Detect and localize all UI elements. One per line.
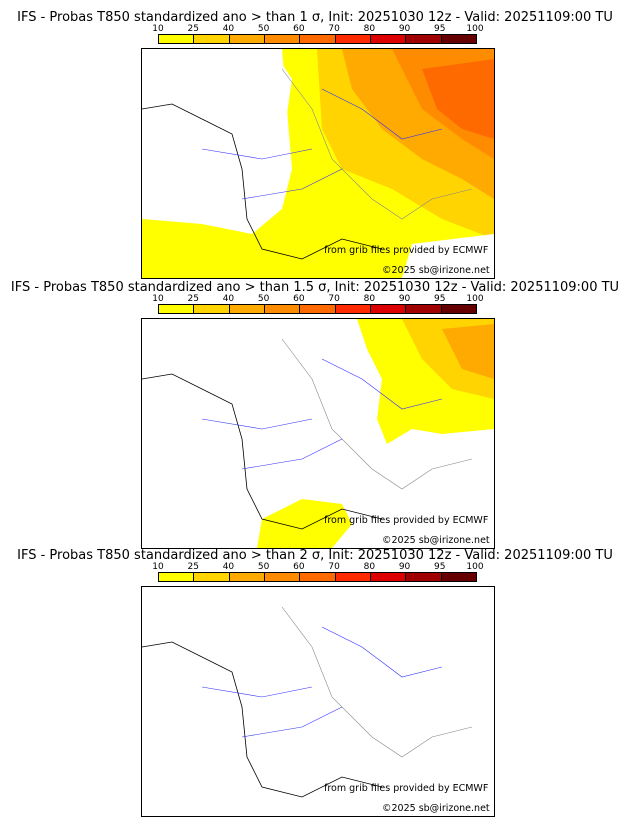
colorbar <box>158 304 477 314</box>
colorbar-segment <box>229 573 265 581</box>
colorbar-segment <box>264 573 301 581</box>
map-shading <box>142 49 494 278</box>
colorbar-tick-label: 90 <box>398 562 411 572</box>
colorbar-tick-label: 40 <box>222 294 235 304</box>
colorbar-ticks: 10 25 40 50 60 70 80 90 95 100 <box>148 562 488 572</box>
colorbar-tick-label: 70 <box>328 24 340 34</box>
colorbar <box>158 34 477 44</box>
colorbar-tick-label: 25 <box>187 294 199 304</box>
copyright: ©2025 sb@irizone.net <box>382 535 490 546</box>
colorbar-tick-label: 50 <box>257 562 270 572</box>
colorbar-segment <box>159 305 195 313</box>
colorbar-segment <box>264 35 301 43</box>
colorbar-tick-label: 40 <box>222 24 235 34</box>
colorbar-tick-label: 40 <box>222 562 235 572</box>
colorbar-tick-label: 10 <box>152 562 164 572</box>
panel-1-5-sigma: IFS - Probas T850 standardized ano > tha… <box>0 270 630 549</box>
colorbar-segment <box>300 35 336 43</box>
colorbar-tick-label: 90 <box>398 294 411 304</box>
colorbar-segment <box>370 305 407 313</box>
colorbar-tick-label: 100 <box>466 24 484 34</box>
probability-map: from grib files provided by ECMWF ©2025 … <box>141 48 495 279</box>
colorbar-segment <box>194 573 230 581</box>
colorbar-tick-label: 25 <box>187 562 199 572</box>
panel-title: IFS - Probas T850 standardized ano > tha… <box>10 280 620 295</box>
colorbar-segment <box>406 305 442 313</box>
colorbar-segment <box>300 305 336 313</box>
probability-map: from grib files provided by ECMWF ©2025 … <box>141 586 495 817</box>
colorbar-tick-label: 95 <box>434 562 446 572</box>
coastlines-borders <box>142 338 473 530</box>
colorbar-tick-label: 80 <box>363 562 376 572</box>
coastlines-borders <box>142 68 473 260</box>
coastlines-borders <box>142 606 473 798</box>
colorbar-tick-label: 100 <box>466 562 484 572</box>
map-shading <box>257 319 494 548</box>
colorbar-segment <box>229 305 265 313</box>
colorbar-segment <box>264 305 301 313</box>
colorbar-tick-label: 80 <box>363 24 376 34</box>
colorbar <box>158 572 477 582</box>
source-credit: from grib files provided by ECMWF <box>324 515 489 526</box>
colorbar-segment <box>335 573 371 581</box>
colorbar-tick-label: 70 <box>328 294 340 304</box>
colorbar-tick-label: 80 <box>363 294 376 304</box>
copyright: ©2025 sb@irizone.net <box>382 265 490 276</box>
colorbar-tick-label: 95 <box>434 24 446 34</box>
colorbar-segment <box>370 573 407 581</box>
source-credit: from grib files provided by ECMWF <box>324 245 489 256</box>
panel-title: IFS - Probas T850 standardized ano > tha… <box>17 10 613 25</box>
colorbar-tick-label: 60 <box>293 294 305 304</box>
colorbar-segment <box>335 305 371 313</box>
colorbar-segment <box>194 35 230 43</box>
colorbar-segment <box>159 35 195 43</box>
colorbar-segment <box>229 35 265 43</box>
colorbar-tick-label: 10 <box>152 294 164 304</box>
colorbar-tick-label: 50 <box>257 294 270 304</box>
colorbar-segment <box>335 35 371 43</box>
probability-map: from grib files provided by ECMWF ©2025 … <box>141 318 495 549</box>
colorbar-tick-label: 10 <box>152 24 164 34</box>
colorbar-segment <box>406 573 442 581</box>
colorbar-tick-label: 50 <box>257 24 270 34</box>
colorbar-ticks: 10 25 40 50 60 70 80 90 95 100 <box>148 24 488 34</box>
colorbar-tick-label: 95 <box>434 294 446 304</box>
colorbar-segment <box>194 305 230 313</box>
colorbar-segment <box>159 573 195 581</box>
colorbar-segment <box>370 35 407 43</box>
colorbar-ticks: 10 25 40 50 60 70 80 90 95 100 <box>148 294 488 304</box>
colorbar-segment <box>300 573 336 581</box>
panel-title: IFS - Probas T850 standardized ano > tha… <box>17 548 613 563</box>
panel-1-sigma: IFS - Probas T850 standardized ano > tha… <box>0 0 630 279</box>
colorbar-segment <box>441 573 476 581</box>
colorbar-segment <box>441 35 476 43</box>
colorbar-segment <box>441 305 476 313</box>
colorbar-tick-label: 100 <box>466 294 484 304</box>
colorbar-tick-label: 60 <box>293 562 305 572</box>
colorbar-segment <box>406 35 442 43</box>
colorbar-tick-label: 70 <box>328 562 340 572</box>
colorbar-tick-label: 60 <box>293 24 305 34</box>
copyright: ©2025 sb@irizone.net <box>382 803 490 814</box>
panel-2-sigma: IFS - Probas T850 standardized ano > tha… <box>0 538 630 817</box>
colorbar-tick-label: 25 <box>187 24 199 34</box>
colorbar-tick-label: 90 <box>398 24 411 34</box>
source-credit: from grib files provided by ECMWF <box>324 783 489 794</box>
